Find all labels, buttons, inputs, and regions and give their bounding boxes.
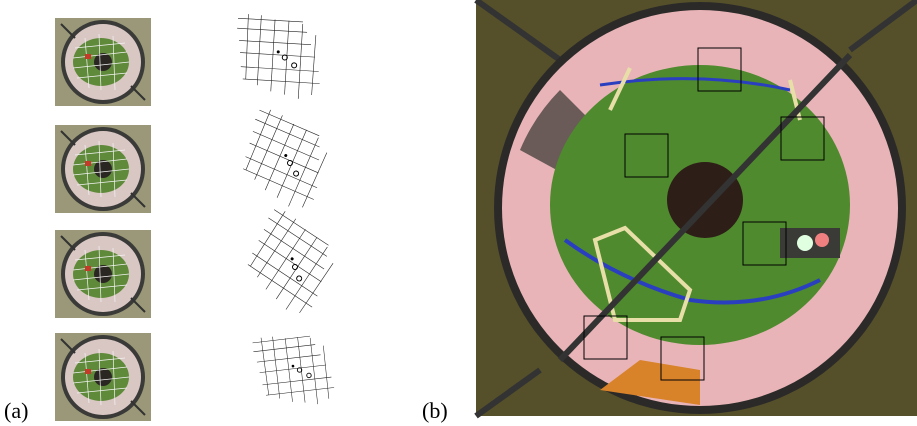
omni-image bbox=[55, 333, 151, 421]
large-omni-image bbox=[474, 0, 917, 419]
omni-image bbox=[55, 125, 151, 213]
scan-maps bbox=[227, 12, 349, 410]
scan-map bbox=[230, 205, 349, 322]
scan-map bbox=[230, 12, 326, 102]
omni-image bbox=[55, 18, 151, 106]
scan-map bbox=[251, 331, 336, 410]
panel-label: (b) bbox=[422, 398, 448, 423]
omni-image bbox=[55, 230, 151, 318]
thumbnails bbox=[55, 18, 151, 421]
panel-label: (a) bbox=[4, 398, 28, 423]
scan-map bbox=[227, 105, 341, 216]
